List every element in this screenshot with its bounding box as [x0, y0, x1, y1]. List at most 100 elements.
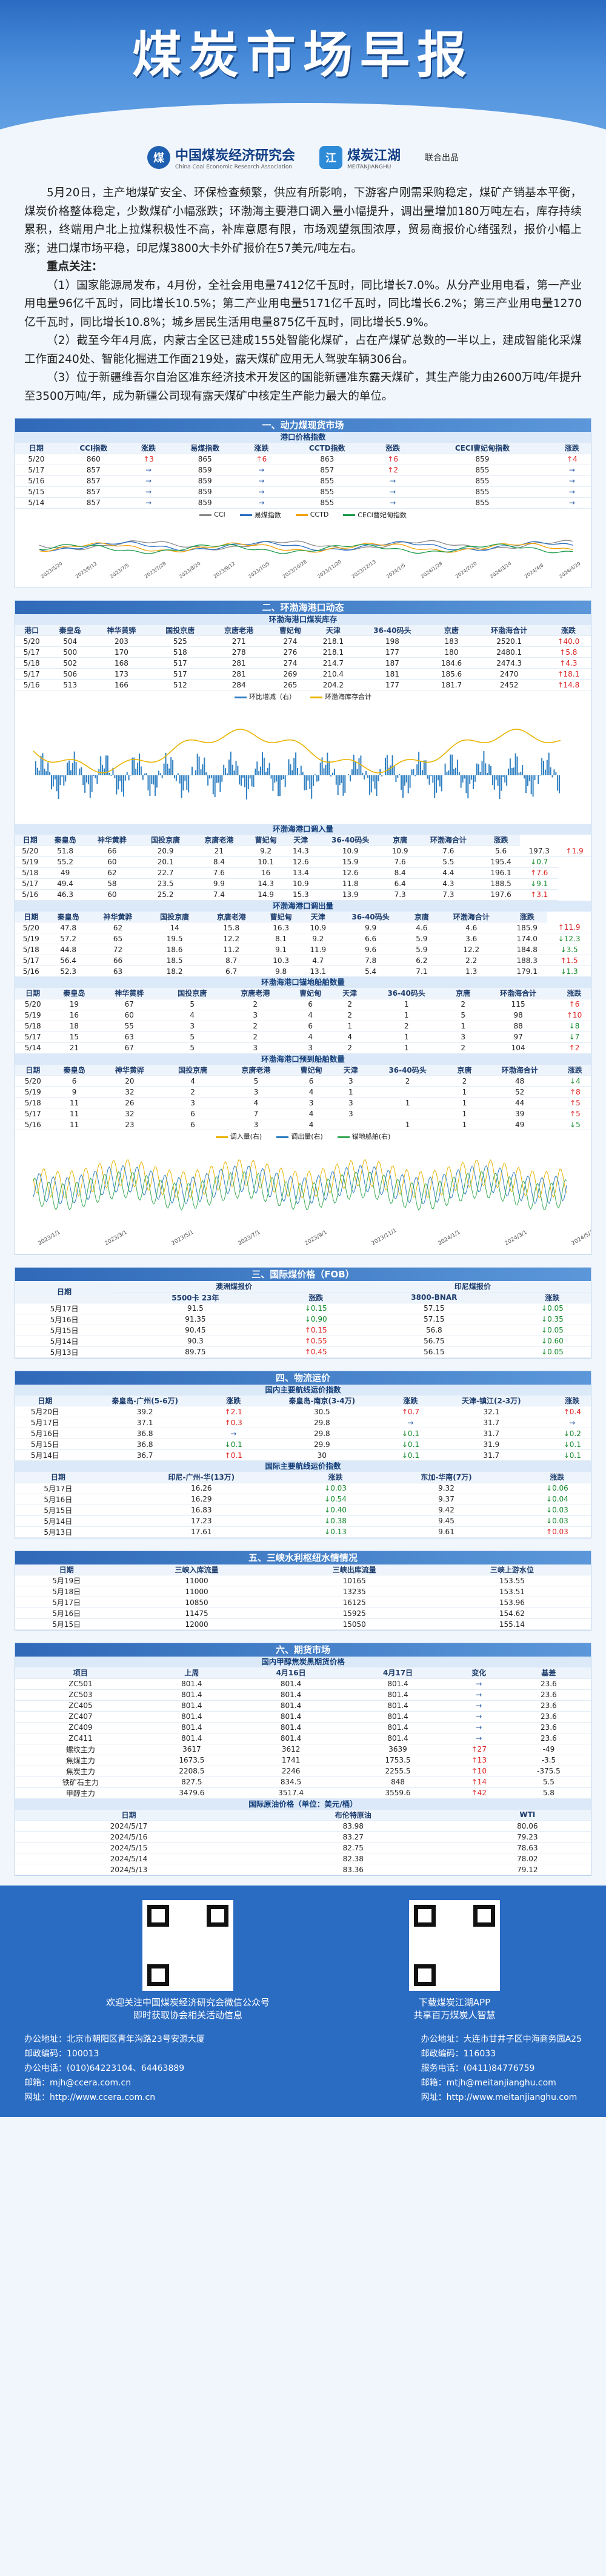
column-header: 环渤海合计	[480, 1064, 559, 1076]
table-cell: ↓0.35	[513, 1314, 591, 1325]
table-cell: 5/14	[15, 1042, 51, 1054]
table-row: 5/15 857 → 859 → 855 → 855 →	[15, 486, 591, 498]
bar	[473, 775, 474, 789]
table-cell: 79.23	[464, 1831, 591, 1843]
section-bohai-ports: 二、环渤海港口动态 环渤海港口煤炭库存 港口 秦皇岛 神华黄骅 国投京唐 京唐老港 曹妃甸…	[15, 600, 591, 1255]
table-cell: 855	[411, 497, 553, 509]
table-cell: 5/17	[15, 465, 58, 476]
bar	[524, 775, 525, 779]
bar	[401, 775, 402, 790]
table-cell: 271	[209, 635, 268, 647]
bar	[488, 764, 490, 775]
intro-p4: （3）位于新疆维吾尔自治区准东经济技术开发区的国能新疆准东露天煤矿，其生产能力由…	[24, 371, 582, 403]
column-header: 日期	[15, 911, 47, 922]
bar	[313, 775, 315, 786]
bar	[355, 761, 356, 775]
table-cell: 14.9	[245, 889, 286, 901]
table-cell: 5月15日	[15, 1505, 101, 1516]
table-row: 5月16日 91.35 ↓0.90 57.15 ↓0.35	[15, 1314, 591, 1325]
table-cell: 52.3	[47, 965, 90, 977]
qr-block-ccera: 欢迎关注中国煤炭经济研究会微信公众号 即时获取协会相关活动信息	[106, 1900, 270, 2021]
table-row: 5/20 51.8 66 20.9 21 9.2 14.3 10.9 10.9 7.6 5.6 197…	[15, 846, 591, 857]
bar	[45, 771, 47, 775]
bar	[381, 775, 383, 776]
legend-item: CCI	[199, 511, 225, 518]
bar	[305, 775, 307, 790]
bar	[221, 775, 223, 782]
table-cell: 801.4	[237, 1689, 345, 1701]
column-header: 神华黄骅	[98, 1064, 161, 1076]
qr2-caption2: 共享百万煤炭人智慧	[413, 2010, 496, 2021]
table-cell: 859	[167, 465, 243, 476]
table-cell: 29.8	[251, 1417, 392, 1428]
bar	[425, 760, 427, 775]
bar	[434, 775, 436, 798]
table-cell: 10.9	[315, 846, 385, 857]
table-cell: 5月16日	[15, 1314, 114, 1325]
table-cell: 62	[85, 867, 139, 879]
bar	[541, 758, 543, 775]
bar	[276, 775, 278, 782]
table-cell: 180	[430, 646, 473, 658]
bar	[225, 768, 227, 775]
table-row: 5/20 504 203 525 271 274 218.1 198 183 2520.1 ↑40.…	[15, 635, 591, 647]
table-cell: 6.6	[333, 933, 408, 944]
table-cell: 5/20	[15, 999, 51, 1010]
table-row: ZC411 801.4 801.4 801.4 → 23.6	[15, 1733, 591, 1744]
bar	[516, 756, 518, 775]
bar	[409, 775, 411, 788]
bar	[451, 754, 453, 775]
table-cell: 15050	[275, 1618, 433, 1630]
table-cell: 3	[335, 1108, 367, 1119]
column-header: 京唐老港	[224, 988, 287, 999]
table-cell: 21	[192, 846, 246, 857]
bar	[209, 775, 210, 779]
table-cell: 115	[479, 999, 558, 1010]
table-row: 5/17 15 63 5 2 4 4 1 3 97 ↓7	[15, 1031, 591, 1043]
bar	[241, 775, 242, 786]
table-cell: ↑10	[558, 1010, 591, 1021]
table-cell: 15925	[275, 1608, 433, 1619]
column-header: 日期	[15, 1064, 51, 1076]
table-cell: 502	[48, 657, 92, 669]
table-cell: 2	[365, 1021, 448, 1032]
table-cell: 801.4	[344, 1689, 451, 1701]
column-header: 神华黄骅	[98, 988, 161, 999]
bar	[281, 775, 282, 780]
table-cell: 848	[344, 1776, 451, 1788]
bar	[493, 775, 495, 790]
bar	[165, 753, 167, 775]
series-line	[33, 1165, 567, 1205]
table-cell: 2	[224, 999, 287, 1010]
bar	[356, 769, 358, 775]
table-row: 5/17 857 → 859 → 857 ↑2 855 →	[15, 465, 591, 476]
table-cell: 154.62	[433, 1608, 591, 1619]
bar	[532, 775, 534, 797]
bar	[59, 775, 61, 786]
table-cell: 16.29	[101, 1494, 302, 1505]
table-row: 5/18 18 55 3 2 6 1 2 1 88 ↓8	[15, 1021, 591, 1032]
table-cell: 513	[48, 679, 92, 690]
bar	[502, 775, 504, 777]
table-cell: 865	[167, 454, 243, 465]
column-header: 曹妃甸	[245, 835, 286, 846]
column-header: 神华黄骅	[92, 624, 151, 636]
table-cell: 181.7	[430, 679, 473, 690]
sub-title: 国内甲醇焦炭黑期货价格	[15, 1657, 591, 1667]
table-cell: ↑4	[553, 454, 591, 465]
contact-line: 网址：http://www.meitanjianghu.com	[421, 2093, 578, 2102]
bar	[330, 775, 332, 776]
table-cell: 60	[98, 1010, 161, 1021]
table-cell: 5月14日	[15, 1449, 75, 1461]
table-cell: ↓0.60	[513, 1336, 591, 1347]
x-tick-label: 2023/7/28	[144, 560, 167, 579]
table-cell: 12.2	[436, 944, 507, 955]
table-cell: 857	[280, 465, 375, 476]
table-cell: 78.02	[464, 1853, 591, 1864]
bar	[278, 775, 279, 796]
table-cell: 855	[280, 475, 375, 487]
column-header: 日期	[15, 835, 45, 846]
table-cell: 4	[287, 1108, 335, 1119]
table-cell: 36.8	[75, 1439, 215, 1450]
table-row: 5月15日 90.45 ↑0.15 56.8 ↓0.05	[15, 1325, 591, 1336]
